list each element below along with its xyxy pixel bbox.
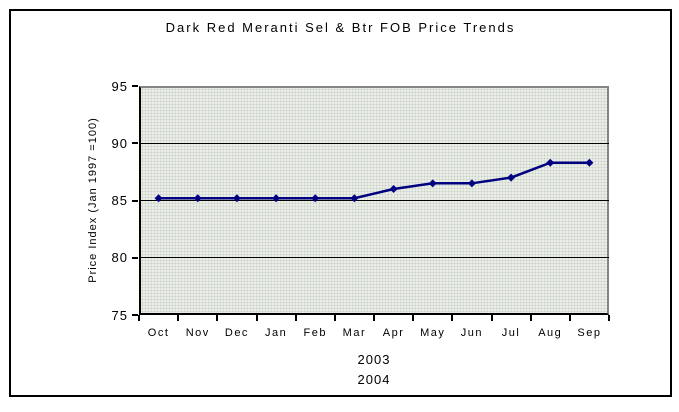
gridline-80 <box>139 257 609 259</box>
chart-title: Dark Red Meranti Sel & Btr FOB Price Tre… <box>165 20 516 35</box>
x-tick-label-oct: Oct <box>147 327 170 339</box>
y-tick-label-80: 80 <box>111 250 128 266</box>
x-tick-label-may: May <box>420 327 446 339</box>
y-tick-mark <box>132 199 138 202</box>
y-tick-mark <box>132 85 138 87</box>
x-tick-mark <box>451 315 454 321</box>
x-tick-mark <box>177 315 180 321</box>
x-tick-label-apr: Apr <box>382 327 405 339</box>
x-tick-label-sep: Sep <box>577 327 602 339</box>
x-tick-label-jul: Jul <box>501 327 521 339</box>
gridline-90 <box>139 142 609 144</box>
x-tick-mark <box>333 315 336 321</box>
x-tick-mark <box>373 315 375 321</box>
y-tick-mark <box>132 314 138 316</box>
x-tick-label-nov: Nov <box>185 327 210 339</box>
y-tick-label-85: 85 <box>111 193 128 208</box>
x-tick-label-jan: Jan <box>264 327 288 339</box>
y-tick-mark <box>132 256 138 259</box>
y-tick-label-95: 95 <box>111 78 128 94</box>
gridline-85 <box>139 200 609 201</box>
x-tick-mark <box>490 315 493 321</box>
x-tick-mark <box>412 315 415 321</box>
x-axis-year-label-2003: 2003 <box>357 352 391 367</box>
x-tick-label-feb: Feb <box>303 327 327 339</box>
x-tick-mark <box>568 315 571 321</box>
x-tick-mark <box>216 315 219 321</box>
y-tick-mark <box>132 142 138 145</box>
x-tick-label-jun: Jun <box>460 327 484 339</box>
x-tick-mark <box>294 315 297 321</box>
x-tick-label-aug: Aug <box>538 327 563 339</box>
y-tick-label-75: 75 <box>111 307 128 323</box>
y-tick-label-90: 90 <box>111 135 128 151</box>
x-tick-label-mar: Mar <box>342 327 367 339</box>
x-tick-mark <box>255 315 258 321</box>
x-tick-mark <box>138 315 140 321</box>
x-axis-year-label-2004: 2004 <box>357 372 391 387</box>
x-tick-label-dec: Dec <box>224 327 249 339</box>
x-tick-mark <box>529 315 532 321</box>
x-tick-mark <box>608 315 610 321</box>
